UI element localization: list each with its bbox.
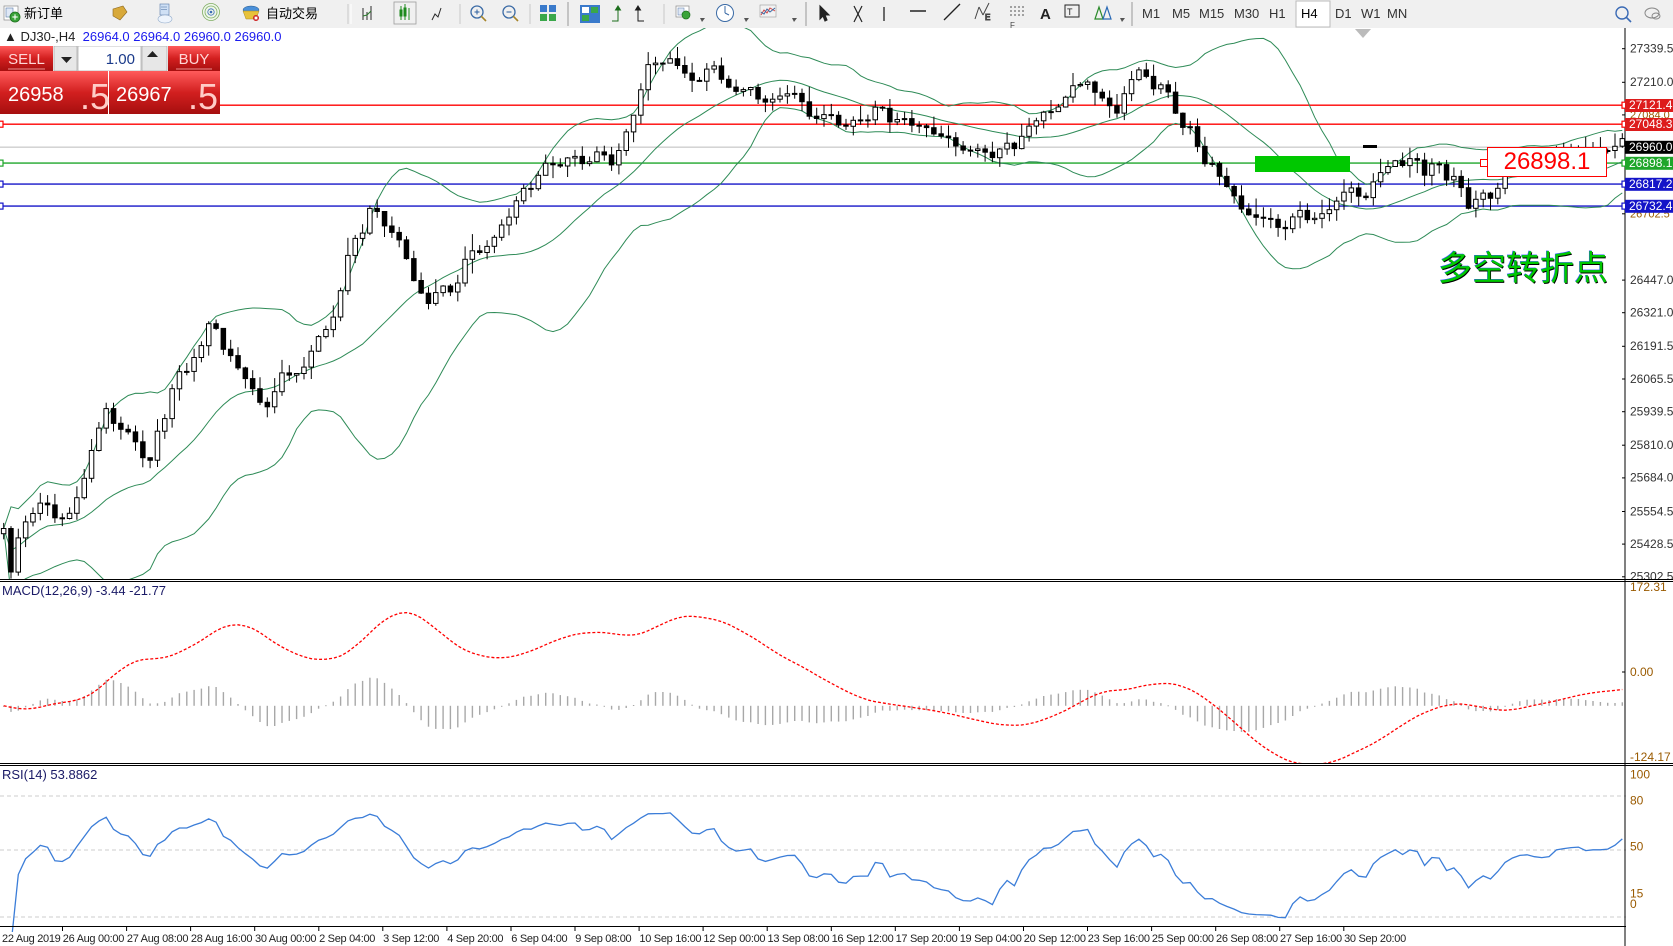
- svg-text:30 Aug 00:00: 30 Aug 00:00: [255, 933, 316, 945]
- svg-text:19 Sep 04:00: 19 Sep 04:00: [960, 933, 1022, 945]
- svg-text:100: 100: [1630, 768, 1650, 782]
- svg-text:26732.4: 26732.4: [1629, 199, 1673, 213]
- svg-text:13 Sep 08:00: 13 Sep 08:00: [768, 933, 830, 945]
- svg-text:27339.5: 27339.5: [1630, 42, 1673, 56]
- svg-text:F: F: [1010, 21, 1015, 28]
- svg-text:26 Sep 08:00: 26 Sep 08:00: [1216, 933, 1278, 945]
- svg-text:W1: W1: [1361, 6, 1381, 21]
- svg-text:26898.1: 26898.1: [1629, 156, 1673, 170]
- svg-text:23 Sep 16:00: 23 Sep 16:00: [1088, 933, 1150, 945]
- svg-text:26321.0: 26321.0: [1630, 306, 1673, 320]
- svg-text:27210.0: 27210.0: [1630, 75, 1673, 89]
- svg-text:4 Sep 20:00: 4 Sep 20:00: [447, 933, 503, 945]
- svg-text:T: T: [1067, 7, 1073, 17]
- svg-text:27 Sep 16:00: 27 Sep 16:00: [1280, 933, 1342, 945]
- svg-text:28 Aug 16:00: 28 Aug 16:00: [191, 933, 252, 945]
- svg-text:自动交易: 自动交易: [266, 6, 318, 21]
- svg-text:30 Sep 20:00: 30 Sep 20:00: [1344, 933, 1406, 945]
- svg-text:25810.0: 25810.0: [1630, 438, 1673, 452]
- svg-text:M1: M1: [1142, 6, 1160, 21]
- svg-text:17 Sep 20:00: 17 Sep 20:00: [896, 933, 958, 945]
- svg-text:25939.5: 25939.5: [1630, 405, 1673, 419]
- svg-text:A: A: [1040, 6, 1051, 23]
- svg-text:27 Aug 08:00: 27 Aug 08:00: [127, 933, 188, 945]
- svg-text:26065.5: 26065.5: [1630, 372, 1673, 386]
- svg-text:D1: D1: [1335, 6, 1352, 21]
- svg-text:22 Aug 2019: 22 Aug 2019: [2, 933, 61, 945]
- svg-text:9 Sep 08:00: 9 Sep 08:00: [575, 933, 631, 945]
- svg-text:25684.0: 25684.0: [1630, 471, 1673, 485]
- svg-text:E: E: [985, 13, 990, 22]
- svg-text:80: 80: [1630, 794, 1644, 808]
- svg-text:26960.0: 26960.0: [1629, 140, 1673, 154]
- svg-text:M15: M15: [1199, 6, 1224, 21]
- svg-text:0.00: 0.00: [1630, 665, 1654, 679]
- svg-text:26 Aug 00:00: 26 Aug 00:00: [63, 933, 124, 945]
- svg-text:26191.5: 26191.5: [1630, 339, 1673, 353]
- svg-text:M5: M5: [1172, 6, 1190, 21]
- svg-text:10 Sep 16:00: 10 Sep 16:00: [639, 933, 701, 945]
- svg-text:20 Sep 12:00: 20 Sep 12:00: [1024, 933, 1086, 945]
- svg-text:27048.3: 27048.3: [1629, 117, 1673, 131]
- svg-text:25 Sep 00:00: 25 Sep 00:00: [1152, 933, 1214, 945]
- svg-text:6 Sep 04:00: 6 Sep 04:00: [511, 933, 567, 945]
- svg-text:3 Sep 12:00: 3 Sep 12:00: [383, 933, 439, 945]
- svg-text:MN: MN: [1387, 6, 1407, 21]
- svg-text:H4: H4: [1301, 6, 1318, 21]
- svg-text:M30: M30: [1234, 6, 1259, 21]
- svg-text:26447.0: 26447.0: [1630, 273, 1673, 287]
- svg-text:2 Sep 04:00: 2 Sep 04:00: [319, 933, 375, 945]
- svg-text:16 Sep 12:00: 16 Sep 12:00: [832, 933, 894, 945]
- svg-text:27121.4: 27121.4: [1629, 98, 1673, 112]
- svg-text:0: 0: [1630, 897, 1637, 911]
- svg-text:26817.2: 26817.2: [1629, 177, 1673, 191]
- svg-text:50: 50: [1630, 840, 1644, 854]
- svg-text:新订单: 新订单: [24, 6, 63, 21]
- svg-text:12 Sep 00:00: 12 Sep 00:00: [703, 933, 765, 945]
- svg-text:25302.5: 25302.5: [1630, 570, 1673, 579]
- svg-text:-124.17: -124.17: [1630, 750, 1671, 763]
- svg-text:25428.5: 25428.5: [1630, 537, 1673, 551]
- svg-text:25554.5: 25554.5: [1630, 504, 1673, 518]
- svg-text:172.31: 172.31: [1630, 580, 1667, 594]
- svg-text:H1: H1: [1269, 6, 1286, 21]
